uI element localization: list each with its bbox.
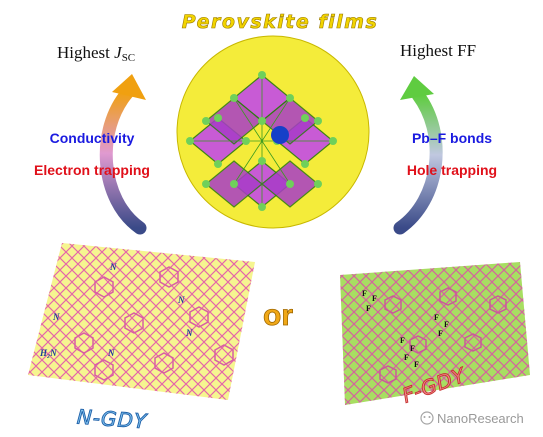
n-label: N	[109, 262, 117, 272]
f-label: F	[438, 329, 443, 338]
n-label: N	[177, 295, 185, 305]
left-heading: Highest JSC	[57, 43, 135, 64]
right-heading: Highest FF	[400, 41, 476, 60]
f-label: F	[372, 294, 377, 303]
f-gdy-sheet: F F F F F F F F F F	[340, 262, 530, 405]
right-curved-arrow	[393, 76, 443, 235]
or-connector: or	[263, 299, 293, 332]
property-pb-f-bonds: Pb–F bonds	[412, 130, 492, 146]
wechat-icon-dot	[428, 416, 431, 418]
f-label: F	[362, 289, 367, 298]
property-electron-trapping: Electron trapping	[34, 162, 150, 178]
property-hole-trapping: Hole trapping	[407, 162, 497, 178]
n-gdy-sheet: N N N N N H₂N	[28, 243, 255, 400]
property-conductivity: Conductivity	[50, 130, 135, 146]
wechat-icon-dot	[423, 416, 426, 418]
f-label: F	[414, 360, 419, 369]
title: Perovskite films	[182, 11, 379, 33]
f-label: F	[434, 313, 439, 322]
lattice-nodes	[186, 71, 337, 211]
n-gdy-label: N-GDY	[76, 405, 149, 434]
watermark: NanoResearch	[420, 411, 524, 426]
n-label: N	[185, 328, 193, 338]
watermark-text: NanoResearch	[437, 411, 524, 426]
wechat-icon	[420, 411, 434, 425]
n-label: N	[52, 312, 60, 322]
perovskite-circle	[176, 35, 370, 229]
left-curved-arrow	[99, 74, 147, 235]
n-label: N	[107, 348, 115, 358]
f-label: F	[410, 344, 415, 353]
f-label: F	[366, 304, 371, 313]
nh2-label: H₂N	[39, 348, 57, 358]
f-label: F	[444, 320, 449, 329]
f-label: F	[400, 336, 405, 345]
a-site-cation	[271, 126, 289, 144]
f-label: F	[404, 353, 409, 362]
